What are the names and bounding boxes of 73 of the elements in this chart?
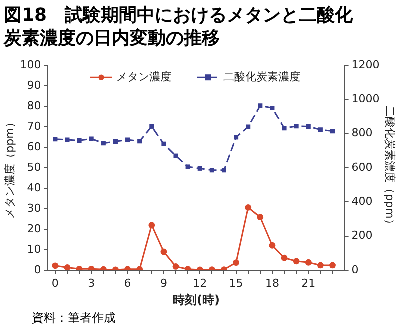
point xyxy=(210,168,214,173)
point xyxy=(113,139,118,144)
y2-tick-label: 800 xyxy=(352,126,373,140)
y-tick-label: 40 xyxy=(27,181,42,194)
point xyxy=(258,104,263,108)
point xyxy=(64,264,71,270)
point xyxy=(282,126,287,131)
x-tick-label: 18 xyxy=(265,276,280,290)
point xyxy=(186,164,190,170)
x-tick-label: 9 xyxy=(160,276,168,290)
x-tick-label: 21 xyxy=(302,276,316,290)
y-tick-label: 90 xyxy=(27,78,42,92)
point xyxy=(269,242,276,249)
x-tick-label: 15 xyxy=(229,276,244,290)
y-tick-label: 20 xyxy=(27,222,42,236)
point xyxy=(162,142,166,146)
legend-label: 二酸化炭素濃度 xyxy=(224,70,300,84)
y-tick-label: 70 xyxy=(27,120,42,133)
point xyxy=(330,262,336,269)
x-tick-label: 0 xyxy=(52,276,59,290)
point xyxy=(270,106,275,111)
point xyxy=(101,141,106,146)
x-tick-label: 6 xyxy=(124,276,132,290)
point xyxy=(293,258,300,265)
point xyxy=(76,266,83,270)
y2-axis-title: 二酸化炭素濃度（ppm） xyxy=(384,106,397,230)
y-tick-label: 0 xyxy=(34,263,42,276)
y-tick-label: 80 xyxy=(27,99,42,112)
point xyxy=(53,137,58,142)
y2-tick-label: 1200 xyxy=(352,58,380,72)
y2-tick-label: 600 xyxy=(352,160,373,174)
point xyxy=(148,222,156,229)
point xyxy=(305,259,312,266)
legend-label: メタン濃度 xyxy=(116,70,172,84)
y-tick-label: 30 xyxy=(27,202,42,215)
point xyxy=(88,266,95,270)
point xyxy=(233,260,240,266)
text: 資料：筆者作成 xyxy=(32,310,117,327)
y2-tick-label: 400 xyxy=(352,194,373,208)
y2-tick-label: 1000 xyxy=(352,92,380,106)
x-tick-label: 3 xyxy=(88,276,96,290)
point xyxy=(150,124,154,129)
point xyxy=(281,254,288,262)
point xyxy=(234,135,239,140)
point xyxy=(126,138,130,142)
x-axis-title: 時刻(時) xyxy=(173,292,220,307)
point xyxy=(318,128,323,132)
point xyxy=(246,124,251,130)
point xyxy=(172,264,180,270)
y-tick-label: 100 xyxy=(20,58,42,72)
y2-tick-label: 0 xyxy=(352,263,359,276)
point xyxy=(65,138,70,142)
point xyxy=(294,124,299,129)
y2-tick-label: 200 xyxy=(352,229,373,242)
point xyxy=(198,166,202,171)
point xyxy=(77,138,82,143)
y-tick-label: 60 xyxy=(27,140,42,154)
y-tick-label: 10 xyxy=(27,242,42,256)
point xyxy=(222,168,226,173)
x-tick-label: 12 xyxy=(193,276,208,290)
y-tick-label: 50 xyxy=(27,160,42,174)
point xyxy=(306,124,311,129)
point xyxy=(138,139,142,144)
point xyxy=(89,136,94,142)
chart-title: 図18 試験期間中におけるメタンと二酸化炭素濃度の日内変動の推移 xyxy=(2,4,354,51)
point xyxy=(257,214,264,221)
point xyxy=(52,262,59,270)
point xyxy=(317,262,324,269)
y-axis-title: メタン濃度（ppm） xyxy=(3,117,16,219)
point xyxy=(160,248,168,256)
point xyxy=(245,204,252,211)
point xyxy=(330,129,336,134)
point xyxy=(174,154,178,158)
